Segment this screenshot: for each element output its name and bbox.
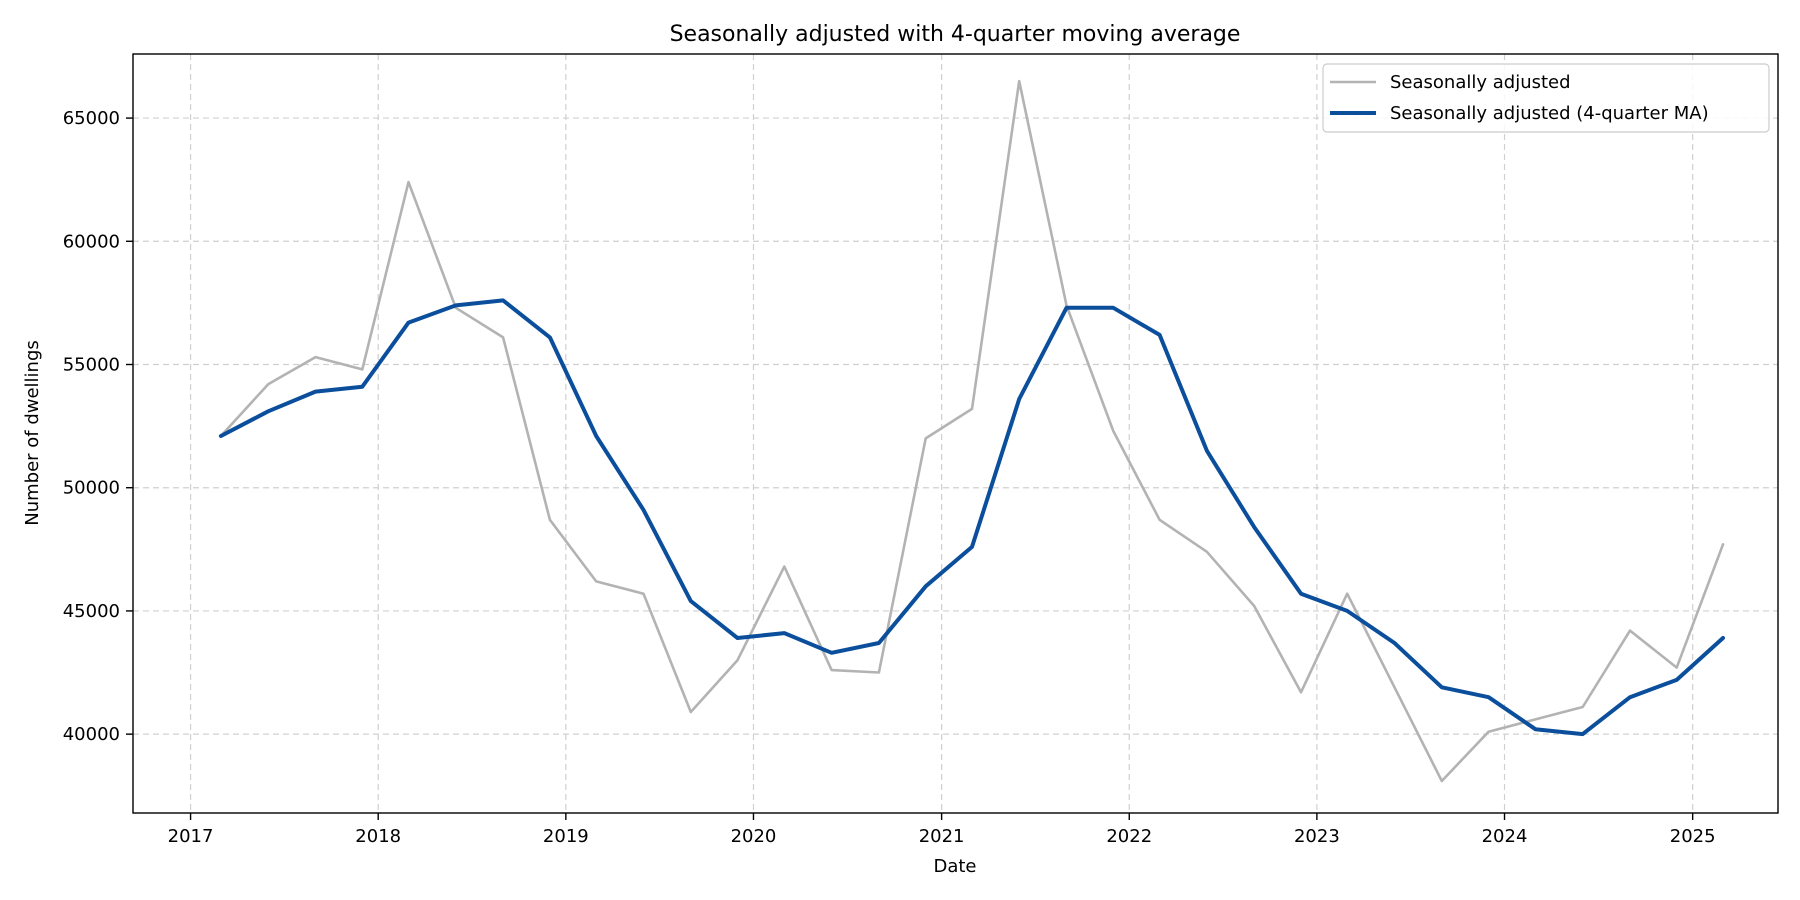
x-axis-label: Date	[933, 856, 976, 877]
x-tick-label-2021: 2021	[919, 826, 965, 847]
series-line-moving-average	[218, 298, 1725, 737]
x-tick-label-2019: 2019	[543, 826, 589, 847]
plot-frame	[132, 53, 1779, 814]
x-tick-label-2025: 2025	[1670, 826, 1716, 847]
chart-title: Seasonally adjusted with 4-quarter movin…	[670, 22, 1241, 47]
y-tick-label-50000: 50000	[63, 478, 120, 499]
legend-label-moving-average: Seasonally adjusted (4-quarter MA)	[1390, 103, 1709, 124]
y-axis-label: Number of dwellings	[22, 340, 43, 526]
x-tick-label-2024: 2024	[1482, 826, 1528, 847]
x-tick-label-2018: 2018	[355, 826, 401, 847]
legend-label-seasonally-adjusted: Seasonally adjusted	[1390, 72, 1571, 93]
series-layer	[218, 79, 1725, 783]
y-tick-label-40000: 40000	[63, 724, 120, 745]
x-tick-label-2017: 2017	[168, 826, 214, 847]
ticks: 2017 2018 2019 2020 2021 2022 2023 2024 2025 4000…	[63, 108, 1716, 847]
y-tick-label-65000: 65000	[63, 108, 120, 129]
y-tick-label-55000: 55000	[63, 355, 120, 376]
y-tick-label-45000: 45000	[63, 601, 120, 622]
grid	[133, 54, 1778, 813]
series-line-seasonally-adjusted	[219, 79, 1725, 783]
y-tick-label-60000: 60000	[63, 231, 120, 252]
x-tick-label-2020: 2020	[731, 826, 777, 847]
legend: Seasonally adjusted Seasonally adjusted …	[1322, 63, 1770, 133]
x-tick-label-2022: 2022	[1106, 826, 1152, 847]
x-tick-label-2023: 2023	[1294, 826, 1340, 847]
legend-box	[1322, 63, 1770, 133]
